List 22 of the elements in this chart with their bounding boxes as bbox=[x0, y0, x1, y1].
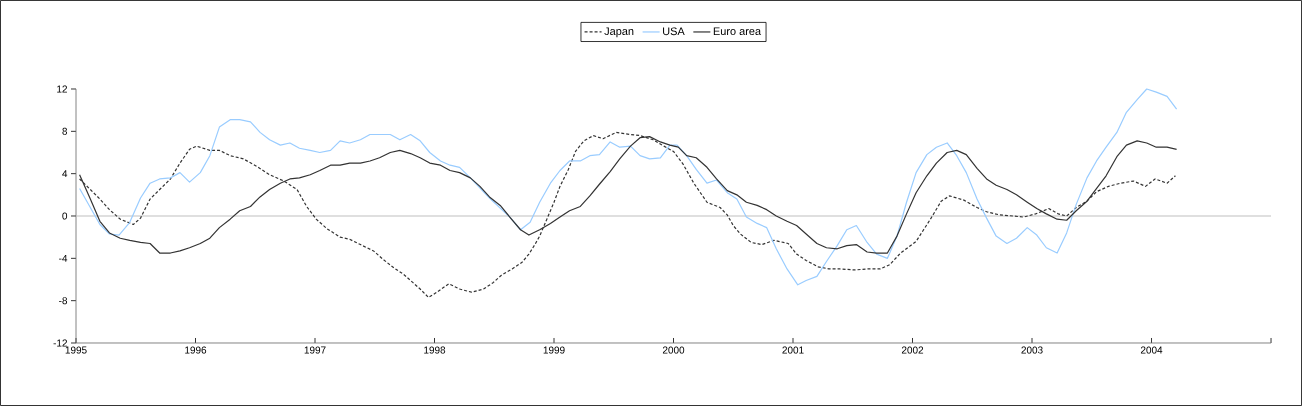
line-series bbox=[78, 88, 1178, 286]
x-tick-label: 2001 bbox=[782, 346, 804, 354]
legend-label: Japan bbox=[604, 27, 634, 38]
x-tick-label: 2003 bbox=[1021, 346, 1043, 354]
x-tick-label: 1998 bbox=[424, 346, 446, 354]
y-tick-label: 0 bbox=[62, 212, 68, 220]
x-tick-label: 2000 bbox=[662, 346, 685, 354]
y-tick-label: -4 bbox=[59, 254, 68, 262]
x-tick-label: 1997 bbox=[304, 346, 326, 354]
line-series bbox=[78, 131, 1177, 299]
y-tick-label: 12 bbox=[57, 85, 67, 93]
x-tick-label: 1995 bbox=[65, 346, 87, 354]
y-tick-label: 8 bbox=[62, 127, 68, 135]
x-tick-label: 2004 bbox=[1140, 346, 1163, 354]
x-tick-label: 1996 bbox=[185, 346, 207, 354]
y-tick-label: -12 bbox=[53, 339, 67, 347]
y-tick-label: -8 bbox=[59, 297, 68, 305]
x-tick-label: 2002 bbox=[901, 346, 924, 354]
legend-label: Euro area bbox=[713, 27, 762, 36]
y-tick-label: 4 bbox=[62, 170, 68, 178]
x-tick-label: 1999 bbox=[543, 346, 565, 354]
legend-label: USA bbox=[663, 27, 685, 36]
